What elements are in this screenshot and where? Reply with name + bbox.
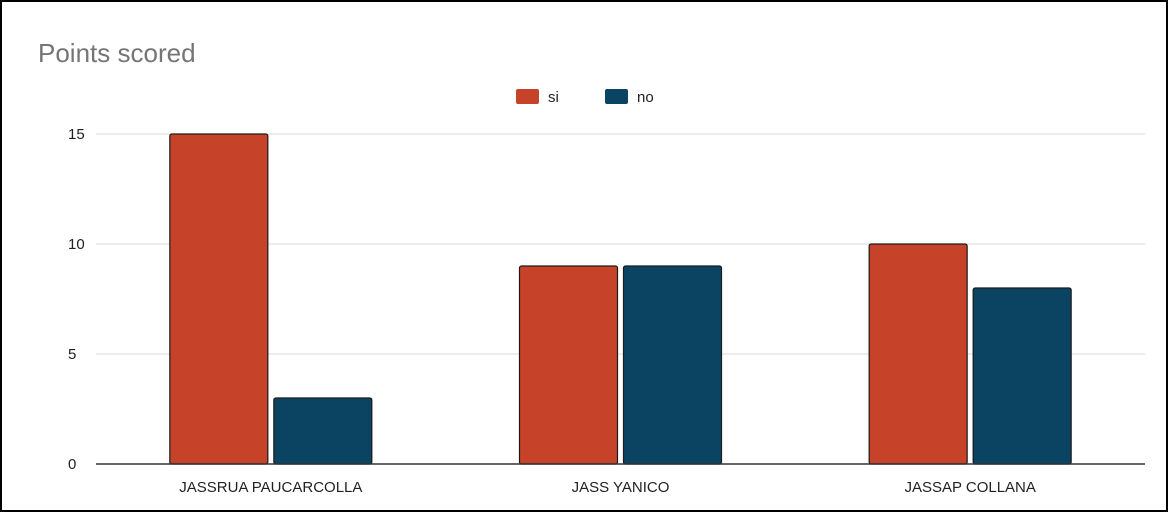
x-tick-label: JASSRUA PAUCARCOLLA: [179, 479, 362, 496]
bar-si: [518, 265, 619, 465]
bar-si: [169, 133, 269, 465]
bar-no: [972, 287, 1072, 465]
legend-label-no: no: [637, 89, 654, 106]
legend: si no: [516, 89, 654, 106]
y-tick-label: 15: [68, 126, 85, 143]
x-tick-label: JASS YANICO: [572, 479, 670, 496]
bars: [169, 133, 1072, 465]
y-tick-label: 5: [68, 346, 76, 363]
legend-label-si: si: [548, 89, 559, 106]
bar-no: [273, 397, 373, 465]
legend-swatch-no: [605, 89, 628, 104]
legend-swatch-si: [516, 89, 539, 104]
y-axis-ticks: 0 5 10 15: [68, 126, 85, 473]
x-tick-label: JASSAP COLLANA: [904, 479, 1035, 496]
gridlines: [96, 133, 1145, 355]
y-tick-label: 10: [68, 236, 85, 253]
chart-title: Points scored: [38, 38, 196, 68]
bar-no: [622, 265, 723, 465]
bar-si: [868, 243, 968, 465]
x-axis-labels: JASSRUA PAUCARCOLLA JASS YANICO JASSAP COL…: [179, 479, 1036, 496]
y-tick-label: 0: [68, 456, 76, 473]
